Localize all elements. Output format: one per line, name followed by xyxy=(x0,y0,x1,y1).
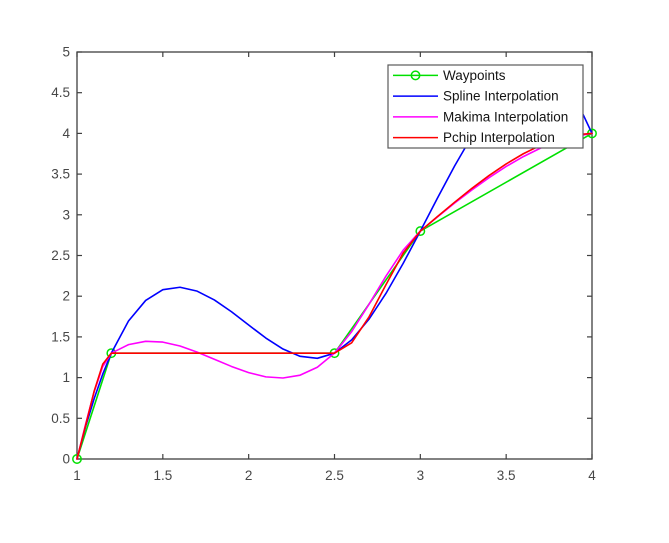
x-tick-label: 1 xyxy=(73,468,81,483)
y-tick-label: 0.5 xyxy=(51,411,70,426)
legend-label-spline-interpolation: Spline Interpolation xyxy=(443,89,559,104)
y-tick-label: 4.5 xyxy=(51,85,70,100)
legend-label-makima-interpolation: Makima Interpolation xyxy=(443,109,568,124)
x-tick-label: 2.5 xyxy=(325,468,344,483)
curve-pchip-interpolation xyxy=(76,132,593,460)
x-tick-label: 2 xyxy=(245,468,253,483)
legend-background xyxy=(387,64,584,149)
x-tick-label: 4 xyxy=(588,468,596,483)
legend-box[interactable]: Waypoints Spline Interpolation Makima Inte… xyxy=(387,64,584,149)
x-tick-label: 3 xyxy=(417,468,425,483)
curve-makima-interpolation xyxy=(76,132,593,460)
y-tick-label: 1 xyxy=(62,370,70,385)
x-tick-label: 3.5 xyxy=(497,468,516,483)
x-tick-label: 1.5 xyxy=(153,468,172,483)
waypoint-marker xyxy=(415,226,426,237)
y-tick-label: 4 xyxy=(62,126,70,141)
y-tick-label: 2.5 xyxy=(51,248,70,263)
legend-label-pchip-interpolation: Pchip Interpolation xyxy=(443,130,555,145)
y-tick-label: 0 xyxy=(62,452,70,467)
y-tick-label: 1.5 xyxy=(51,329,70,344)
curve-waypoints xyxy=(76,132,593,460)
legend-label-waypoints: Waypoints xyxy=(443,68,506,83)
y-tick-label: 2 xyxy=(62,289,70,304)
y-tick-label: 3 xyxy=(62,207,70,222)
y-tick-label: 3.5 xyxy=(51,167,70,182)
legend-marker-waypoints xyxy=(410,70,421,81)
waypoint-marker xyxy=(72,454,82,464)
y-tick-label: 5 xyxy=(62,45,70,60)
